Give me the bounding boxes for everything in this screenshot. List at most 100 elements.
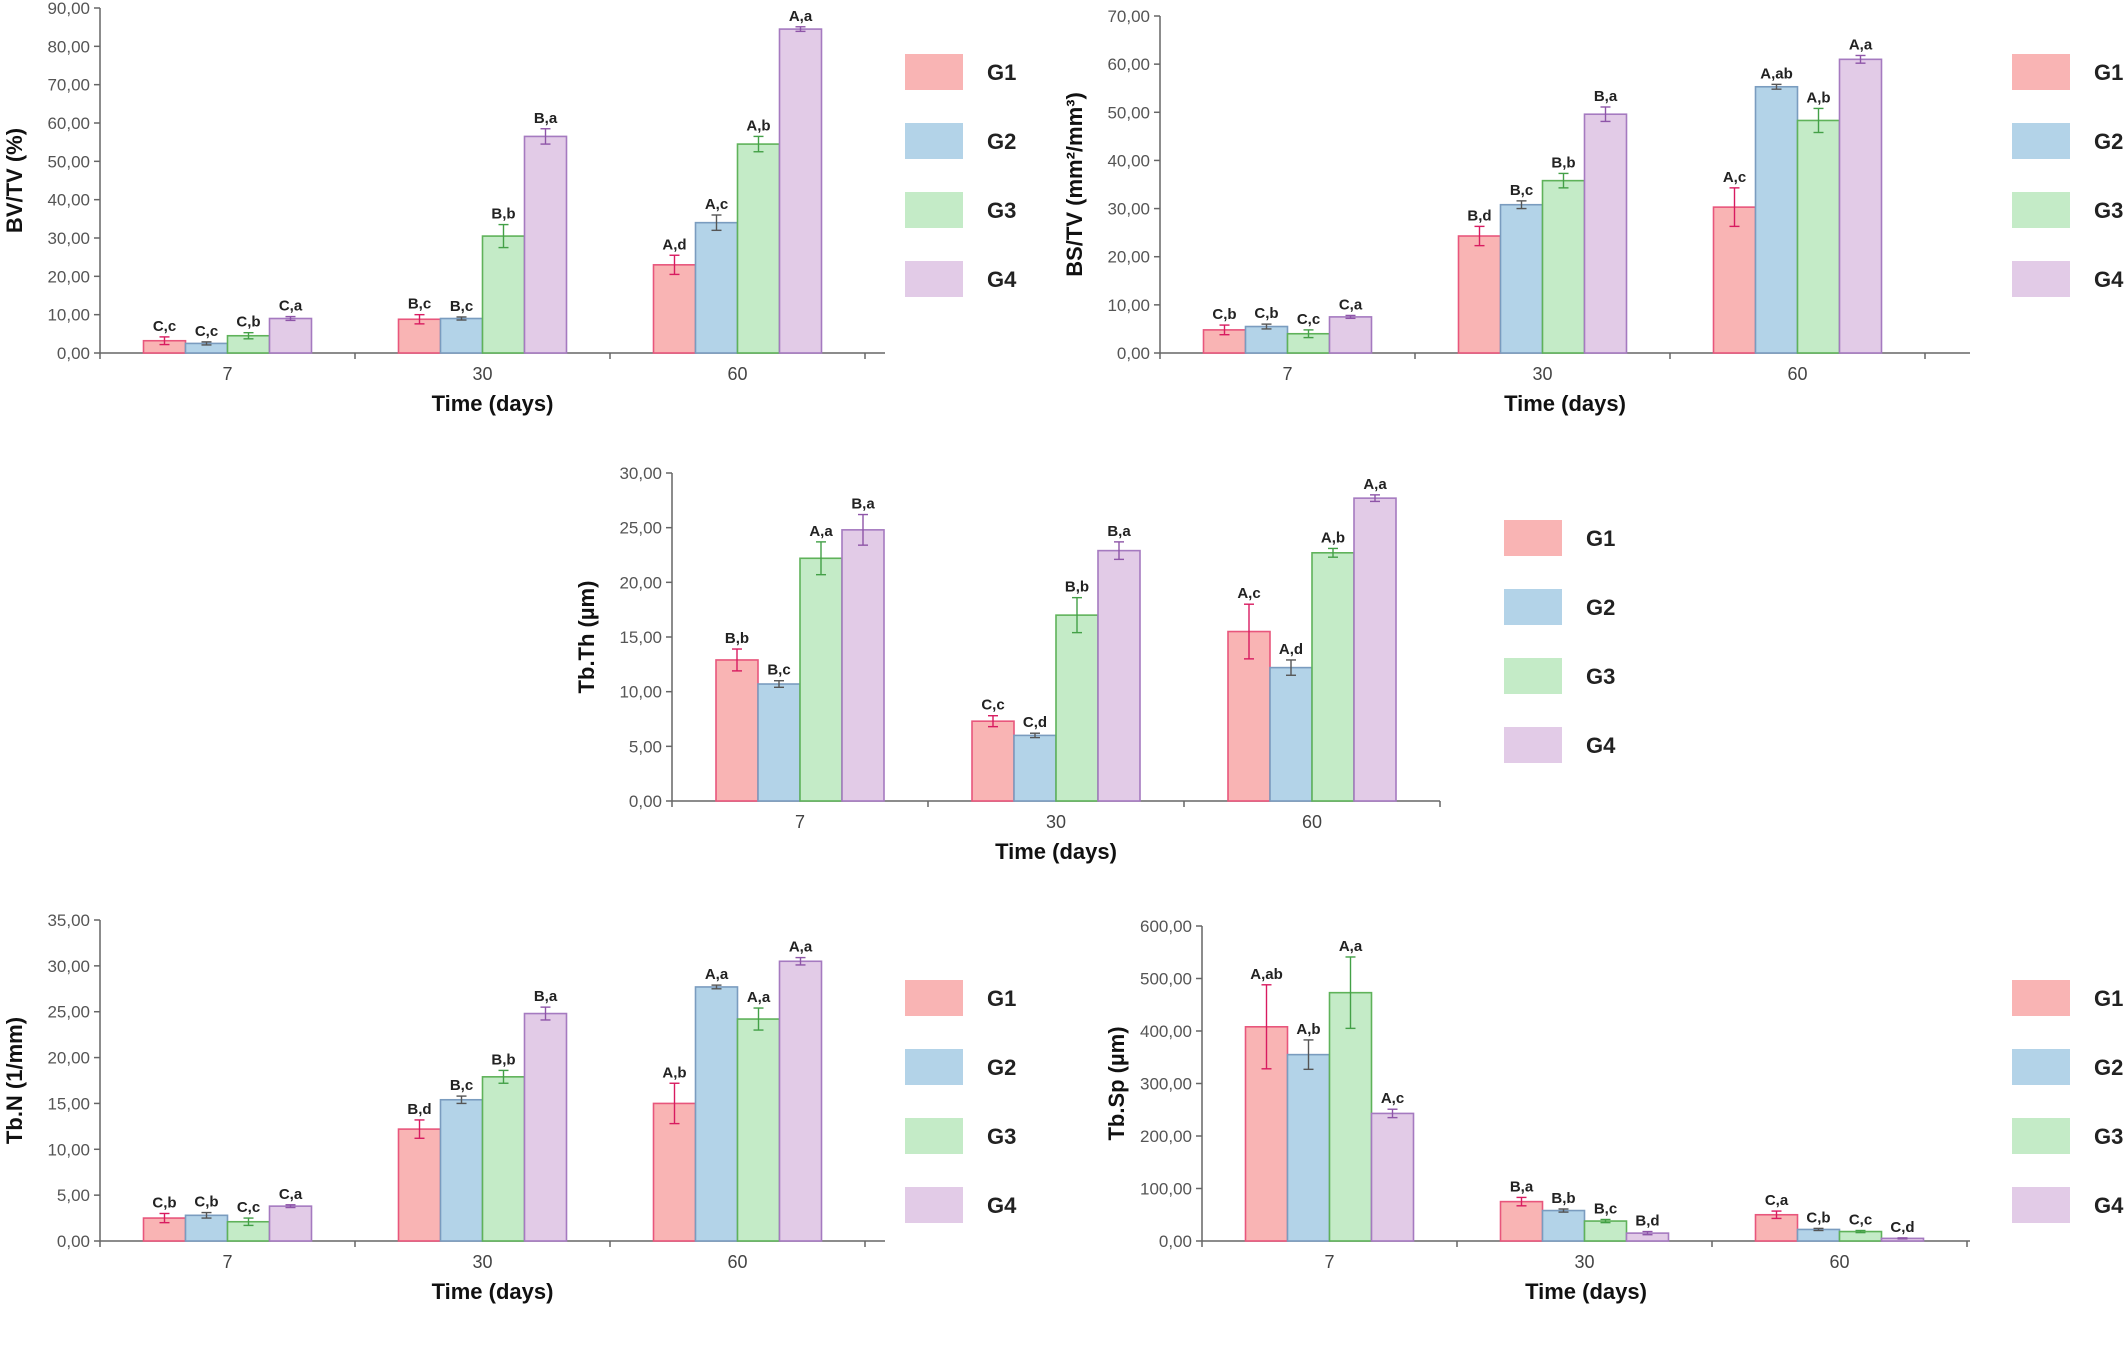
y-tick-label: 5,00 bbox=[629, 737, 662, 756]
data-label: A,c bbox=[705, 196, 728, 213]
bar bbox=[715, 659, 759, 802]
data-label: C,b bbox=[1254, 305, 1278, 322]
legend-swatch bbox=[2012, 261, 2070, 297]
y-tick-label: 10,00 bbox=[47, 306, 90, 325]
bar bbox=[439, 1098, 484, 1242]
y-tick-label: 0,00 bbox=[57, 344, 90, 363]
legend-swatch bbox=[905, 54, 963, 90]
data-label: B,c bbox=[408, 296, 431, 313]
bar bbox=[1754, 85, 1799, 354]
data-label: A,b bbox=[1321, 529, 1345, 546]
data-label: B,a bbox=[851, 496, 875, 513]
legend-label: G4 bbox=[987, 1193, 1017, 1218]
legend-label: G2 bbox=[987, 129, 1016, 154]
bar bbox=[268, 1205, 313, 1242]
y-tick-label: 80,00 bbox=[47, 37, 90, 56]
data-label: B,c bbox=[450, 1077, 473, 1094]
y-axis-label: BS/TV (mm²/mm³) bbox=[1062, 92, 1087, 277]
bar bbox=[694, 986, 739, 1242]
bar bbox=[481, 235, 526, 354]
y-tick-label: 10,00 bbox=[47, 1140, 90, 1159]
bar bbox=[778, 28, 823, 354]
data-label: C,b bbox=[236, 314, 260, 331]
data-label: A,b bbox=[662, 1064, 686, 1081]
y-tick-label: 600,00 bbox=[1140, 917, 1192, 936]
x-tick-label: 60 bbox=[727, 364, 747, 384]
y-axis-label: BV/TV (%) bbox=[2, 128, 27, 233]
data-label: C,d bbox=[1023, 714, 1047, 731]
bar bbox=[1541, 1209, 1586, 1242]
legend-swatch bbox=[905, 1187, 963, 1223]
legend-label: G2 bbox=[1586, 595, 1615, 620]
data-label: C,a bbox=[1339, 296, 1363, 313]
data-label: B,c bbox=[450, 298, 473, 315]
bar bbox=[1583, 113, 1628, 354]
data-label: C,a bbox=[279, 298, 303, 315]
x-tick-label: 30 bbox=[472, 1252, 492, 1272]
legend-label: G4 bbox=[2094, 267, 2124, 292]
data-label: C,b bbox=[194, 1194, 218, 1211]
data-label: C,c bbox=[237, 1199, 260, 1216]
data-label: B,a bbox=[1510, 1178, 1534, 1195]
data-label: A,c bbox=[1723, 169, 1746, 186]
y-tick-label: 30,00 bbox=[1107, 200, 1150, 219]
x-axis-label: Time (days) bbox=[995, 839, 1117, 864]
x-tick-label: 60 bbox=[1302, 812, 1322, 832]
y-tick-label: 5,00 bbox=[57, 1186, 90, 1205]
data-label: C,a bbox=[1765, 1192, 1789, 1209]
y-tick-label: 10,00 bbox=[1107, 296, 1150, 315]
chart-tb-th: 0,00 5,00 10,00 15,00 20,00 25,00 30,00 B,b B,c A… bbox=[574, 464, 1616, 864]
y-tick-label: 60,00 bbox=[1107, 55, 1150, 74]
y-tick-label: 30,00 bbox=[619, 464, 662, 483]
x-axis-label: Time (days) bbox=[432, 1279, 554, 1304]
data-label: C,c bbox=[1849, 1212, 1872, 1229]
bar bbox=[694, 221, 739, 354]
data-label: B,a bbox=[534, 988, 558, 1005]
y-tick-label: 10,00 bbox=[619, 683, 662, 702]
y-tick-label: 300,00 bbox=[1140, 1075, 1192, 1094]
bar bbox=[268, 317, 313, 354]
y-tick-label: 70,00 bbox=[47, 76, 90, 95]
data-label: C,c bbox=[153, 318, 176, 335]
legend-swatch bbox=[1504, 520, 1562, 556]
x-axis-label: Time (days) bbox=[432, 391, 554, 416]
bar bbox=[523, 1012, 568, 1242]
data-label: A,c bbox=[1381, 1090, 1404, 1107]
legend-swatch bbox=[2012, 192, 2070, 228]
legend-label: G3 bbox=[1586, 664, 1615, 689]
bar bbox=[757, 683, 801, 802]
bar bbox=[736, 143, 781, 354]
y-axis-label: Tb.Sp (µm) bbox=[1104, 1026, 1129, 1140]
bar bbox=[1055, 614, 1099, 802]
y-tick-label: 25,00 bbox=[619, 519, 662, 538]
data-label: C,c bbox=[195, 323, 218, 340]
data-label: B,a bbox=[1594, 88, 1618, 105]
x-tick-label: 30 bbox=[1532, 364, 1552, 384]
legend-swatch bbox=[2012, 123, 2070, 159]
legend-label: G3 bbox=[987, 1124, 1016, 1149]
bar bbox=[481, 1076, 526, 1242]
legend-label: G1 bbox=[2094, 986, 2123, 1011]
chart-bv-tv: 0,00 10,00 20,00 30,00 40,00 50,00 60,00 70,00 8… bbox=[2, 0, 1017, 416]
legend-label: G3 bbox=[987, 198, 1016, 223]
y-tick-label: 100,00 bbox=[1140, 1180, 1192, 1199]
x-tick-label: 7 bbox=[1324, 1252, 1334, 1272]
y-tick-label: 40,00 bbox=[1107, 151, 1150, 170]
bar bbox=[1328, 316, 1373, 354]
x-tick-label: 7 bbox=[222, 364, 232, 384]
bar bbox=[397, 318, 442, 354]
data-label: A,a bbox=[1363, 476, 1387, 493]
legend-swatch bbox=[2012, 980, 2070, 1016]
y-tick-label: 400,00 bbox=[1140, 1022, 1192, 1041]
bar bbox=[1013, 734, 1057, 802]
legend-label: G2 bbox=[987, 1055, 1016, 1080]
bar bbox=[1838, 58, 1883, 354]
y-tick-label: 15,00 bbox=[47, 1094, 90, 1113]
x-tick-label: 7 bbox=[1282, 364, 1292, 384]
data-label: C,a bbox=[279, 1186, 303, 1203]
x-tick-label: 30 bbox=[472, 364, 492, 384]
data-label: A,a bbox=[809, 523, 833, 540]
data-label: A,c bbox=[1237, 585, 1260, 602]
y-tick-label: 0,00 bbox=[1159, 1232, 1192, 1251]
y-tick-label: 70,00 bbox=[1107, 7, 1150, 26]
